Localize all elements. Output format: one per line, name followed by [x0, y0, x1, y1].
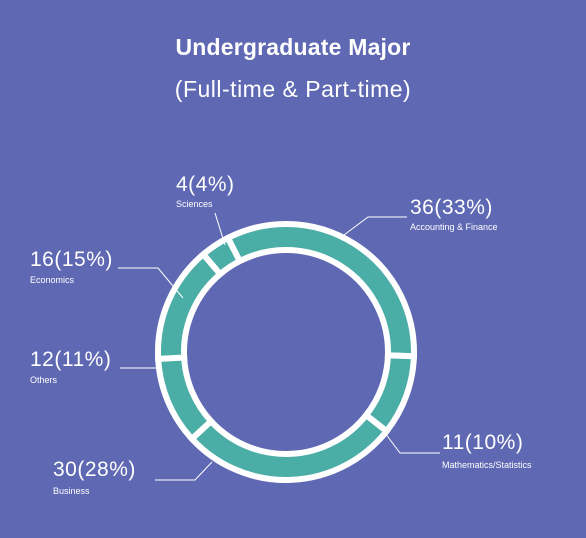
donut-ring	[155, 221, 418, 483]
slice-category-label: Business	[53, 486, 90, 496]
slice-value-label: 30(28%)	[53, 458, 136, 481]
slice-sciences	[199, 233, 244, 279]
slice-value-label: 4(4%)	[176, 173, 235, 196]
slice-others	[155, 354, 216, 444]
slice-category-label: Economics	[30, 275, 75, 285]
leader-line	[214, 212, 226, 246]
slice-value-label: 36(33%)	[410, 196, 493, 219]
slice-business	[187, 410, 391, 483]
slice-value-label: 12(11%)	[30, 348, 111, 371]
leader-line	[384, 432, 440, 454]
slice-accounting-finance	[223, 221, 417, 360]
slice-economics	[155, 250, 225, 362]
slice-value-label: 11(10%)	[442, 431, 523, 454]
slice-value-label: 16(15%)	[30, 248, 113, 271]
chart-title: Undergraduate Major	[175, 34, 411, 60]
slice-category-label: Accounting & Finance	[410, 222, 498, 232]
leader-line	[155, 461, 213, 481]
slice-category-label: Others	[30, 375, 58, 385]
chart-subtitle: (Full-time & Part-time)	[174, 76, 412, 102]
slice-labels: 36(33%) Accounting & Finance 11(10%) Mathem…	[30, 173, 532, 496]
leader-line	[118, 267, 184, 299]
slice-category-label: Mathematics/Statistics	[442, 460, 532, 470]
slice-category-label: Sciences	[176, 199, 213, 209]
leader-line	[339, 216, 407, 239]
